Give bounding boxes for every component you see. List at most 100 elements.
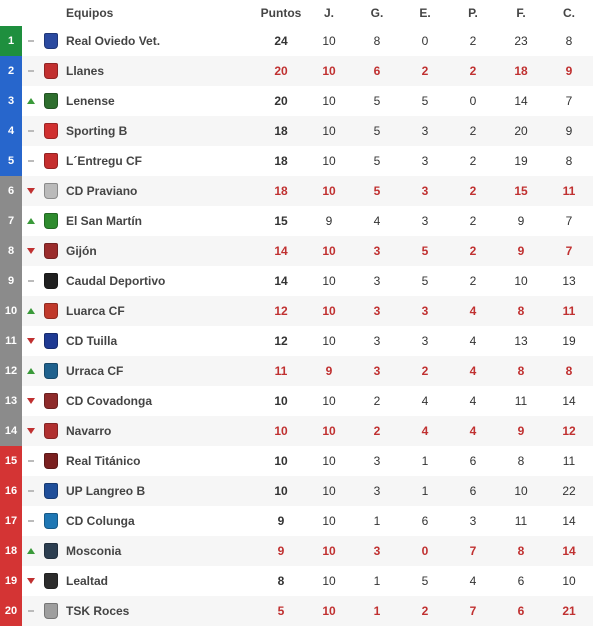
team-name[interactable]: CD Praviano (62, 184, 257, 198)
table-row[interactable]: 3Lenense2010550147 (0, 86, 593, 116)
badge-cell (40, 513, 62, 529)
header-lost: P. (449, 6, 497, 20)
table-row[interactable]: 4Sporting B1810532209 (0, 116, 593, 146)
drawn-cell: 2 (401, 64, 449, 78)
lost-cell: 4 (449, 364, 497, 378)
against-cell: 11 (545, 454, 593, 468)
badge-cell (40, 273, 62, 289)
team-name[interactable]: Sporting B (62, 124, 257, 138)
dash-same-icon (28, 40, 34, 42)
trend-icon (22, 368, 40, 374)
for-cell: 9 (497, 424, 545, 438)
team-name[interactable]: Navarro (62, 424, 257, 438)
table-row[interactable]: 18Mosconia910307814 (0, 536, 593, 566)
position-cell: 18 (0, 536, 22, 566)
played-cell: 10 (305, 544, 353, 558)
played-cell: 10 (305, 154, 353, 168)
team-name[interactable]: CD Tuilla (62, 334, 257, 348)
team-name[interactable]: Urraca CF (62, 364, 257, 378)
won-cell: 2 (353, 394, 401, 408)
team-name[interactable]: Lealtad (62, 574, 257, 588)
table-row[interactable]: 12Urraca CF11932488 (0, 356, 593, 386)
table-row[interactable]: 17CD Colunga9101631114 (0, 506, 593, 536)
table-row[interactable]: 11CD Tuilla12103341319 (0, 326, 593, 356)
trend-icon (22, 40, 40, 42)
team-name[interactable]: El San Martín (62, 214, 257, 228)
team-name[interactable]: TSK Roces (62, 604, 257, 618)
team-name[interactable]: UP Langreo B (62, 484, 257, 498)
table-row[interactable]: 15Real Titánico1010316811 (0, 446, 593, 476)
team-name[interactable]: Gijón (62, 244, 257, 258)
drawn-cell: 0 (401, 34, 449, 48)
won-cell: 4 (353, 214, 401, 228)
played-cell: 10 (305, 604, 353, 618)
won-cell: 2 (353, 424, 401, 438)
team-badge-icon (44, 333, 58, 349)
team-name[interactable]: Real Titánico (62, 454, 257, 468)
table-row[interactable]: 7El San Martín15943297 (0, 206, 593, 236)
lost-cell: 2 (449, 34, 497, 48)
against-cell: 7 (545, 94, 593, 108)
for-cell: 8 (497, 304, 545, 318)
table-row[interactable]: 8Gijón141035297 (0, 236, 593, 266)
points-cell: 8 (257, 574, 305, 588)
team-badge-icon (44, 483, 58, 499)
dash-same-icon (28, 130, 34, 132)
team-badge-icon (44, 153, 58, 169)
against-cell: 19 (545, 334, 593, 348)
arrow-down-icon (27, 188, 35, 194)
lost-cell: 2 (449, 64, 497, 78)
table-row[interactable]: 6CD Praviano18105321511 (0, 176, 593, 206)
badge-cell (40, 153, 62, 169)
team-name[interactable]: L´Entregu CF (62, 154, 257, 168)
team-name[interactable]: CD Covadonga (62, 394, 257, 408)
team-name[interactable]: Llanes (62, 64, 257, 78)
played-cell: 10 (305, 484, 353, 498)
table-row[interactable]: 9Caudal Deportivo14103521013 (0, 266, 593, 296)
points-cell: 12 (257, 334, 305, 348)
arrow-down-icon (27, 248, 35, 254)
team-badge-icon (44, 303, 58, 319)
team-badge-icon (44, 273, 58, 289)
badge-cell (40, 213, 62, 229)
for-cell: 10 (497, 274, 545, 288)
table-row[interactable]: 14Navarro1010244912 (0, 416, 593, 446)
points-cell: 9 (257, 514, 305, 528)
points-cell: 5 (257, 604, 305, 618)
table-row[interactable]: 2Llanes2010622189 (0, 56, 593, 86)
team-name[interactable]: Luarca CF (62, 304, 257, 318)
table-row[interactable]: 19Lealtad810154610 (0, 566, 593, 596)
table-row[interactable]: 10Luarca CF1210334811 (0, 296, 593, 326)
table-row[interactable]: 20TSK Roces510127621 (0, 596, 593, 626)
played-cell: 10 (305, 94, 353, 108)
position-cell: 10 (0, 296, 22, 326)
team-name[interactable]: CD Colunga (62, 514, 257, 528)
dash-same-icon (28, 610, 34, 612)
for-cell: 9 (497, 244, 545, 258)
against-cell: 9 (545, 124, 593, 138)
against-cell: 14 (545, 394, 593, 408)
team-name[interactable]: Real Oviedo Vet. (62, 34, 257, 48)
header-team: Equipos (22, 6, 257, 20)
arrow-up-icon (27, 368, 35, 374)
team-name[interactable]: Caudal Deportivo (62, 274, 257, 288)
table-row[interactable]: 13CD Covadonga10102441114 (0, 386, 593, 416)
trend-icon (22, 520, 40, 522)
won-cell: 1 (353, 514, 401, 528)
team-name[interactable]: Lenense (62, 94, 257, 108)
drawn-cell: 5 (401, 274, 449, 288)
won-cell: 6 (353, 64, 401, 78)
lost-cell: 4 (449, 574, 497, 588)
position-cell: 17 (0, 506, 22, 536)
table-row[interactable]: 5L´Entregu CF1810532198 (0, 146, 593, 176)
won-cell: 3 (353, 544, 401, 558)
lost-cell: 2 (449, 244, 497, 258)
lost-cell: 2 (449, 184, 497, 198)
points-cell: 18 (257, 154, 305, 168)
points-cell: 15 (257, 214, 305, 228)
table-row[interactable]: 1Real Oviedo Vet.2410802238 (0, 26, 593, 56)
team-name[interactable]: Mosconia (62, 544, 257, 558)
played-cell: 10 (305, 424, 353, 438)
table-row[interactable]: 16UP Langreo B10103161022 (0, 476, 593, 506)
won-cell: 1 (353, 574, 401, 588)
